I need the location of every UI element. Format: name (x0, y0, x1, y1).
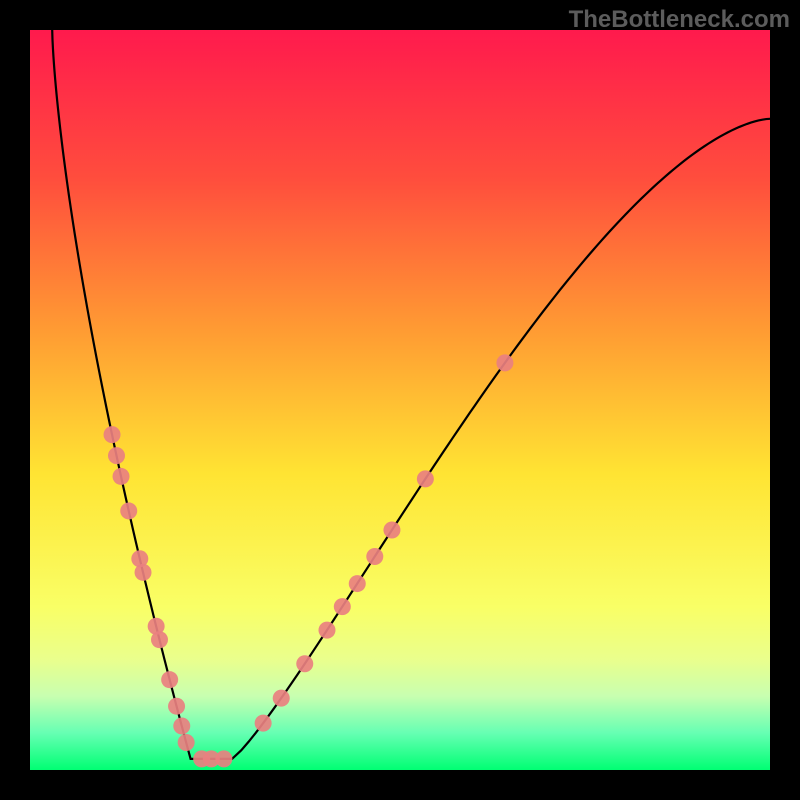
data-point-marker (366, 548, 383, 565)
plot-area (30, 30, 770, 770)
data-point-marker (178, 734, 195, 751)
data-point-marker (334, 598, 351, 615)
data-point-marker (108, 447, 125, 464)
chart-outer-frame: TheBottleneck.com (0, 0, 800, 800)
curve-layer (30, 30, 770, 770)
data-point-marker (215, 750, 232, 767)
data-point-marker (173, 718, 190, 735)
bottleneck-v-curve (52, 30, 770, 759)
data-point-marker (273, 690, 290, 707)
watermark-text: TheBottleneck.com (569, 6, 790, 34)
data-point-marker (349, 575, 366, 592)
data-point-marker (113, 468, 130, 485)
data-point-marker (417, 470, 434, 487)
data-point-marker (168, 698, 185, 715)
data-point-marker (383, 521, 400, 538)
data-point-marker (496, 354, 513, 371)
data-point-marker (255, 715, 272, 732)
data-point-marker (296, 655, 313, 672)
data-point-marker (104, 426, 121, 443)
marker-group (104, 354, 514, 767)
data-point-marker (318, 622, 335, 639)
data-point-marker (120, 502, 137, 519)
data-point-marker (161, 671, 178, 688)
data-point-marker (135, 564, 152, 581)
data-point-marker (151, 631, 168, 648)
